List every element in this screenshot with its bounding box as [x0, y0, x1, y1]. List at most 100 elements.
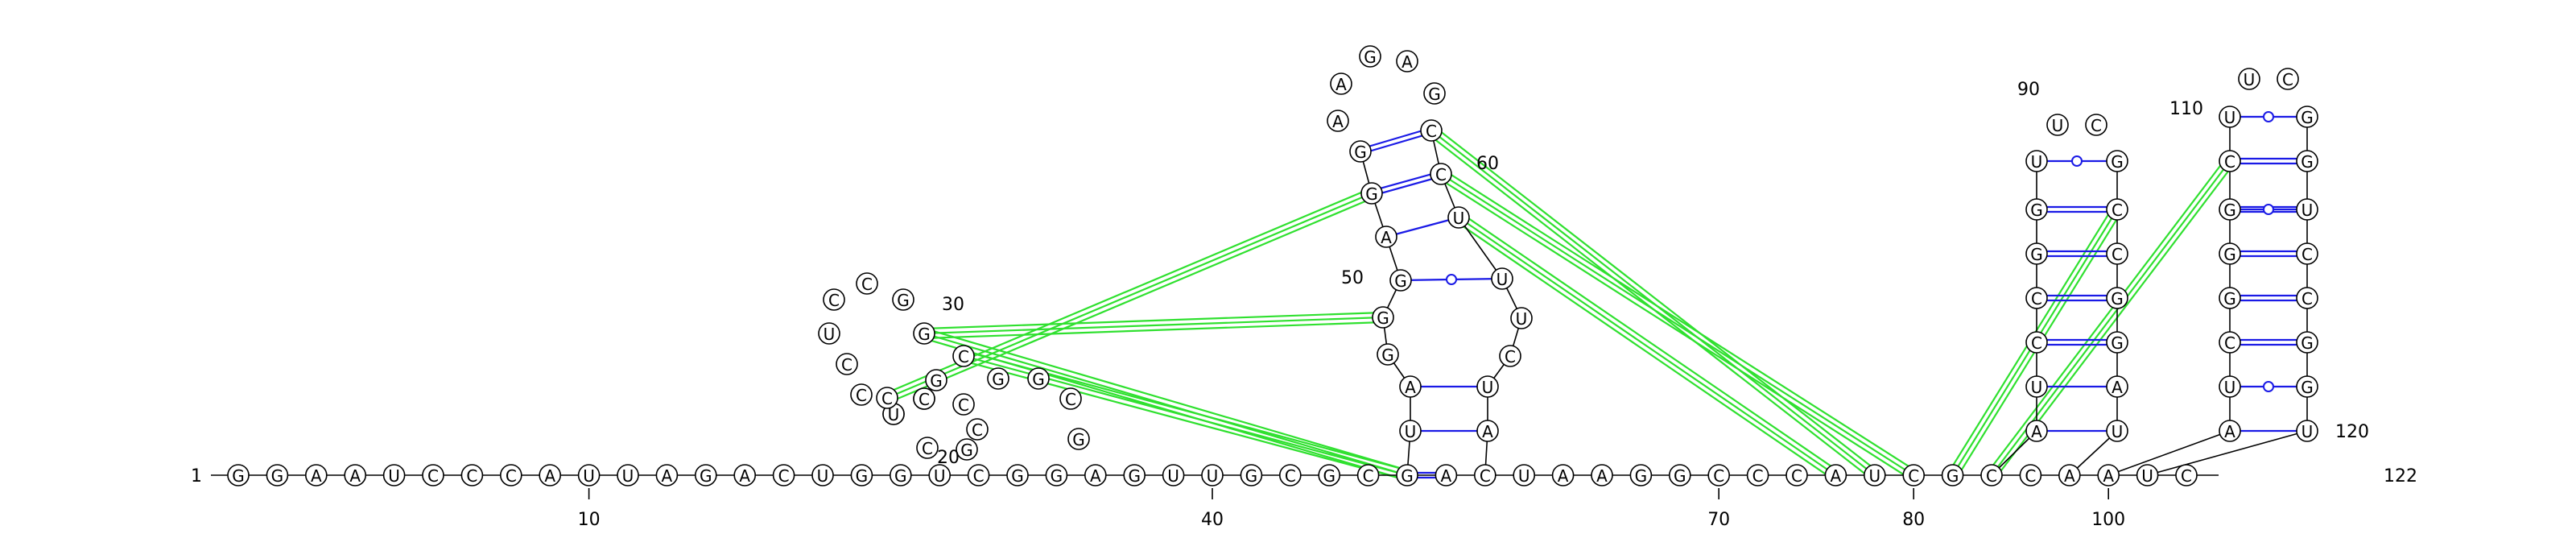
nucleotide-b36: G — [1629, 464, 1653, 486]
label-60: 60 — [1476, 154, 1499, 174]
svg-text:G: G — [1051, 466, 1063, 486]
base-pair-lines — [1359, 111, 2307, 479]
pair — [1385, 216, 1459, 238]
svg-text:C: C — [919, 390, 930, 409]
nucleotide-b23: G — [1123, 464, 1146, 486]
svg-text:C: C — [2224, 333, 2235, 353]
nucleotide-h1G30: G — [913, 322, 935, 345]
svg-text:G: G — [1011, 466, 1024, 486]
svg-text:U: U — [622, 466, 634, 486]
position-label-40: 40 — [1201, 510, 1224, 530]
svg-text:C: C — [2112, 245, 2123, 264]
nucleotide-b49: U — [2136, 464, 2159, 486]
nucleotide-b31: A — [1435, 464, 1458, 486]
svg-text:A: A — [1441, 466, 1452, 486]
nucleotide-b2: A — [304, 464, 328, 486]
nucleotide-b6: C — [460, 464, 484, 486]
svg-text:U: U — [1496, 270, 1509, 289]
svg-text:U: U — [1207, 466, 1219, 486]
svg-text:C: C — [1480, 466, 1491, 486]
svg-text:A: A — [1402, 52, 1413, 72]
nucleotide-h2l7: G — [1349, 140, 1372, 163]
svg-text:G: G — [960, 441, 973, 460]
position-labels: 1 122 10 40 70 80 100 20 30 50 60 90 110 120 — [191, 80, 2417, 530]
pk-2 — [1438, 169, 1918, 480]
nucleotide-b7: C — [499, 464, 522, 486]
position-label-100: 100 — [2091, 510, 2125, 530]
svg-text:A: A — [349, 466, 361, 486]
svg-text:U: U — [388, 466, 400, 486]
nucleotide-h4l6: C — [2219, 150, 2241, 172]
svg-text:C: C — [1065, 390, 1076, 409]
nucleotide-b41: A — [1824, 464, 1847, 486]
nucleotide-l3_1: C — [2085, 114, 2107, 136]
nucleotide-h2l4: G — [1389, 269, 1412, 292]
svg-text:U: U — [1868, 466, 1880, 486]
svg-text:C: C — [2031, 333, 2042, 353]
nucleotide-l2_3: A — [1396, 50, 1418, 72]
svg-text:U: U — [2031, 378, 2043, 397]
nucleotide-b14: C — [772, 464, 795, 486]
svg-text:G: G — [856, 466, 869, 486]
svg-text:G: G — [1377, 308, 1389, 328]
stem2-bb — [1458, 217, 1503, 279]
nucleotide-b19: C — [967, 464, 990, 486]
svg-text:G: G — [2223, 289, 2236, 308]
svg-text:G: G — [918, 325, 931, 344]
wobble-pair — [2230, 381, 2307, 392]
svg-text:G: G — [1365, 184, 1378, 204]
pair-gc — [2230, 338, 2307, 346]
nucleotide-h1d: G — [956, 438, 978, 461]
nucleotide-b4: U — [382, 464, 406, 486]
nucleotide-b25: U — [1201, 464, 1224, 486]
label-90: 90 — [2017, 80, 2040, 100]
nucleotide-h3r3: G — [2106, 287, 2128, 309]
pair-gc — [2230, 157, 2307, 165]
nucleotide-h2l3: G — [1372, 306, 1394, 329]
svg-text:C: C — [1505, 347, 1516, 366]
svg-text:A: A — [1332, 112, 1344, 131]
nucleotide-h4l1: U — [2219, 375, 2241, 398]
svg-text:G: G — [2301, 108, 2314, 127]
stem4-base-right — [2147, 430, 2308, 476]
nucleotide-h4r7: G — [2296, 106, 2318, 128]
svg-text:A: A — [2112, 378, 2123, 397]
pair-gc — [2230, 250, 2307, 258]
nucleotide-l1_4: U — [818, 322, 840, 345]
nucleotide-l1_2: C — [850, 383, 873, 406]
svg-text:U: U — [583, 466, 595, 486]
label-120: 120 — [2335, 422, 2369, 442]
svg-text:G: G — [2301, 333, 2314, 353]
svg-text:C: C — [881, 389, 893, 408]
svg-text:A: A — [1405, 378, 1416, 397]
svg-text:G: G — [2301, 378, 2314, 397]
nucleotide-l2_1: A — [1330, 72, 1352, 95]
svg-text:C: C — [958, 395, 969, 415]
svg-text:G: G — [930, 371, 943, 391]
nucleotide-b15: U — [811, 464, 834, 486]
svg-text:A: A — [1090, 466, 1101, 486]
nucleotide-h2l1: A — [1399, 375, 1422, 398]
nucleotide-b33: U — [1513, 464, 1535, 486]
svg-text:G: G — [2223, 201, 2236, 220]
svg-text:G: G — [1032, 370, 1045, 389]
nucleotide-h3r1: A — [2106, 375, 2128, 398]
nucleotide-b11: A — [655, 464, 679, 486]
svg-text:C: C — [1791, 466, 1802, 486]
nucleotide-h4r4: C — [2296, 242, 2318, 265]
svg-text:G: G — [1946, 466, 1959, 486]
nucleotide-b27: C — [1279, 464, 1302, 486]
nucleotide-h1b: C — [952, 393, 975, 416]
nucleotide-h4r0: U — [2296, 420, 2318, 442]
pk-3 — [1455, 213, 1839, 480]
nucleotide-b17: G — [890, 464, 912, 486]
nucleotide-h2r4: U — [1491, 267, 1513, 290]
nucleotide-b20: G — [1006, 464, 1029, 486]
position-label-80: 80 — [1902, 510, 1925, 530]
svg-text:U: U — [2031, 152, 2043, 172]
nucleotide-l4_0: U — [2238, 68, 2260, 90]
svg-text:G: G — [1635, 466, 1648, 486]
nucleotide-h2r7: C — [1420, 119, 1443, 142]
nucleotide-l2_2: G — [1359, 45, 1381, 68]
nucleotide-h4r1: G — [2296, 375, 2318, 398]
